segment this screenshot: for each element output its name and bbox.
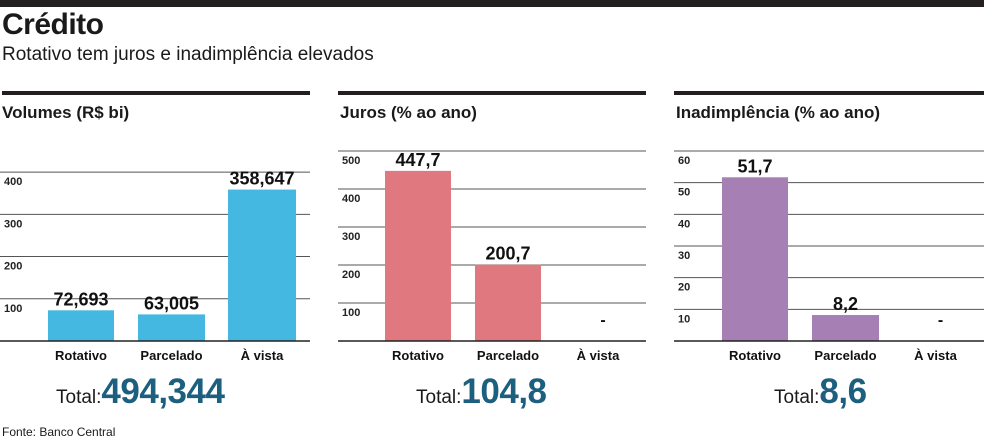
bar — [385, 170, 451, 341]
y-tick-label: 10 — [678, 313, 690, 325]
x-tick-label: Parcelado — [814, 348, 876, 363]
panel-juros-title: Juros (% ao ano) — [340, 103, 477, 122]
data-label: 51,7 — [737, 156, 772, 176]
data-label: 72,693 — [53, 289, 108, 309]
data-label: 200,7 — [485, 244, 530, 264]
bar — [48, 310, 114, 341]
juros-chart: 100 200 300 400 500 447,7 Rotativo 200,7 Parcela… — [338, 150, 646, 363]
inadimplencia-chart: 10 20 30 40 50 60 51,7 Rotativo 8,2 Parcelado - À v… — [674, 150, 984, 363]
x-tick-label: Rotativo — [392, 348, 444, 363]
y-tick-label: 20 — [678, 282, 690, 294]
panel-volumes-rule — [2, 91, 310, 95]
volumes-chart: 100 200 300 400 72,693 Rotativo 63,005 Parcelad… — [0, 169, 310, 363]
y-tick-label: 500 — [342, 155, 360, 167]
y-tick-label: 30 — [678, 250, 690, 262]
page-title: Crédito — [2, 8, 104, 41]
data-label: - — [600, 312, 605, 329]
bar — [812, 315, 879, 341]
top-rule — [0, 0, 984, 7]
juros-total-value: 104,8 — [461, 372, 547, 411]
y-tick-label: 400 — [342, 193, 360, 205]
y-tick-label: 400 — [4, 176, 22, 188]
inadimplencia-total: Total:8,6 — [774, 372, 867, 412]
panel-juros-rule — [338, 91, 646, 95]
x-tick-label: Parcelado — [477, 348, 539, 363]
x-tick-label: Parcelado — [140, 348, 202, 363]
juros-total: Total:104,8 — [416, 372, 547, 412]
data-label: 63,005 — [144, 293, 199, 313]
data-label: - — [938, 312, 943, 329]
y-tick-label: 100 — [342, 307, 360, 319]
volumes-total-label: Total: — [56, 387, 102, 408]
x-tick-label: À vista — [241, 348, 284, 363]
x-tick-label: Rotativo — [55, 348, 107, 363]
data-label: 358,647 — [229, 169, 294, 189]
inadimplencia-total-value: 8,6 — [819, 372, 867, 411]
data-label: 8,2 — [833, 294, 858, 314]
y-tick-label: 300 — [342, 231, 360, 243]
x-tick-label: Rotativo — [729, 348, 781, 363]
bar — [722, 177, 788, 341]
bar — [475, 264, 541, 341]
source-note: Fonte: Banco Central — [2, 425, 116, 439]
volumes-total: Total:494,344 — [56, 372, 225, 412]
panel-volumes-title: Volumes (R$ bi) — [2, 103, 130, 122]
y-tick-label: 60 — [678, 155, 690, 167]
volumes-total-value: 494,344 — [101, 372, 225, 411]
panel-inadimplencia-title: Inadimplência (% ao ano) — [676, 103, 881, 122]
y-tick-label: 100 — [4, 303, 22, 315]
panel-inadimplencia-rule — [674, 91, 984, 95]
page-subtitle: Rotativo tem juros e inadimplência eleva… — [2, 44, 374, 65]
x-tick-label: À vista — [914, 348, 957, 363]
y-tick-label: 200 — [4, 261, 22, 273]
y-tick-label: 300 — [4, 218, 22, 230]
y-tick-label: 50 — [678, 187, 690, 199]
data-label: 447,7 — [395, 150, 440, 170]
bar — [138, 314, 205, 341]
juros-total-label: Total: — [416, 387, 462, 408]
inadimplencia-total-label: Total: — [774, 387, 820, 408]
y-tick-label: 40 — [678, 218, 690, 230]
bar — [228, 189, 296, 341]
x-tick-label: À vista — [577, 348, 620, 363]
y-tick-label: 200 — [342, 269, 360, 281]
